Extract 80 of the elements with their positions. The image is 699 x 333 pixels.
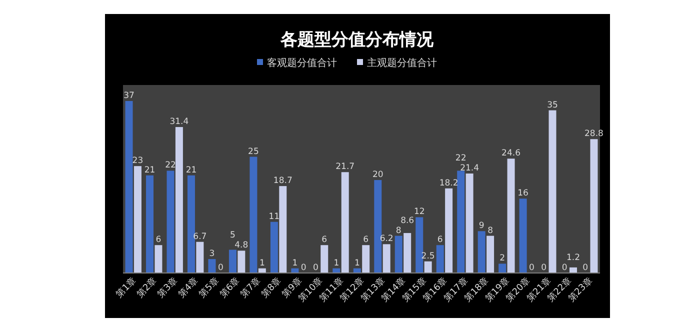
data-label: 1 bbox=[292, 258, 298, 268]
data-label: 3 bbox=[209, 249, 215, 260]
data-label: 16 bbox=[518, 188, 528, 199]
bar bbox=[548, 110, 556, 273]
data-label: 1 bbox=[354, 258, 360, 268]
bar bbox=[154, 245, 162, 273]
bar bbox=[187, 175, 195, 273]
data-label: 35 bbox=[547, 100, 558, 110]
bar bbox=[436, 245, 444, 273]
data-label: 1 bbox=[334, 258, 340, 268]
data-label: 11 bbox=[268, 212, 280, 222]
bar bbox=[498, 264, 506, 273]
data-label: 20 bbox=[372, 170, 384, 180]
data-label: 0 bbox=[218, 263, 224, 273]
bar bbox=[362, 245, 370, 273]
data-label: 6 bbox=[437, 235, 443, 246]
bar bbox=[394, 236, 402, 273]
bar bbox=[228, 250, 236, 273]
data-label: 8.6 bbox=[400, 216, 414, 226]
data-label: 6 bbox=[363, 235, 369, 246]
legend-label: 主观题分值合计 bbox=[367, 57, 437, 69]
data-label: 0 bbox=[562, 263, 568, 273]
bar bbox=[424, 261, 432, 273]
data-label: 18.7 bbox=[273, 176, 292, 186]
bar bbox=[478, 231, 486, 273]
data-label: 6 bbox=[156, 235, 162, 246]
data-label: 0 bbox=[300, 263, 306, 273]
data-label: 0 bbox=[541, 263, 547, 273]
bar bbox=[146, 175, 154, 273]
data-label: 28.8 bbox=[584, 129, 604, 140]
bar bbox=[320, 245, 328, 273]
data-label: 37 bbox=[124, 91, 134, 101]
bar bbox=[175, 127, 183, 273]
data-label: 0 bbox=[312, 263, 318, 273]
bar bbox=[590, 139, 598, 273]
data-label: 4.8 bbox=[234, 240, 248, 251]
data-label: 23 bbox=[132, 156, 144, 166]
data-label: 24.6 bbox=[502, 148, 520, 159]
data-label: 31.4 bbox=[170, 117, 189, 128]
bar bbox=[382, 244, 390, 273]
bar bbox=[238, 250, 246, 273]
data-label: 21 bbox=[186, 165, 197, 176]
data-label: 8 bbox=[488, 226, 493, 236]
data-label: 21.4 bbox=[460, 164, 480, 174]
title: 各题型分值分布情况 bbox=[280, 30, 434, 50]
data-label: 22 bbox=[165, 160, 176, 171]
data-label: 5 bbox=[230, 230, 236, 241]
data-label: 21 bbox=[144, 165, 156, 176]
bar bbox=[270, 222, 278, 273]
data-label: 1 bbox=[259, 258, 265, 268]
bar bbox=[279, 186, 287, 273]
data-label: 25 bbox=[248, 146, 259, 157]
bar bbox=[341, 172, 349, 273]
bar bbox=[374, 180, 382, 273]
data-label: 6 bbox=[322, 235, 328, 246]
bar bbox=[507, 158, 515, 273]
data-label: 1.2 bbox=[566, 253, 580, 263]
bar bbox=[569, 267, 577, 273]
data-label: 22 bbox=[455, 154, 466, 164]
bar bbox=[519, 198, 527, 273]
data-label: 0 bbox=[582, 263, 588, 273]
data-label: 21.7 bbox=[336, 162, 355, 172]
bar bbox=[196, 242, 204, 273]
bar bbox=[486, 236, 494, 273]
bar bbox=[125, 101, 133, 273]
data-label: 8 bbox=[396, 226, 402, 236]
data-label: 2 bbox=[500, 254, 506, 264]
bar bbox=[404, 233, 412, 273]
bar bbox=[445, 188, 453, 273]
data-label: 0 bbox=[529, 263, 534, 273]
bar bbox=[208, 259, 216, 273]
legend-label: 客观题分值合计 bbox=[267, 57, 337, 69]
bar bbox=[416, 217, 424, 273]
bar bbox=[166, 170, 174, 273]
bar bbox=[134, 166, 142, 273]
data-label: 12 bbox=[414, 207, 425, 218]
bar bbox=[457, 170, 465, 273]
data-label: 9 bbox=[478, 221, 484, 232]
bar bbox=[466, 174, 474, 273]
bar bbox=[250, 156, 258, 273]
